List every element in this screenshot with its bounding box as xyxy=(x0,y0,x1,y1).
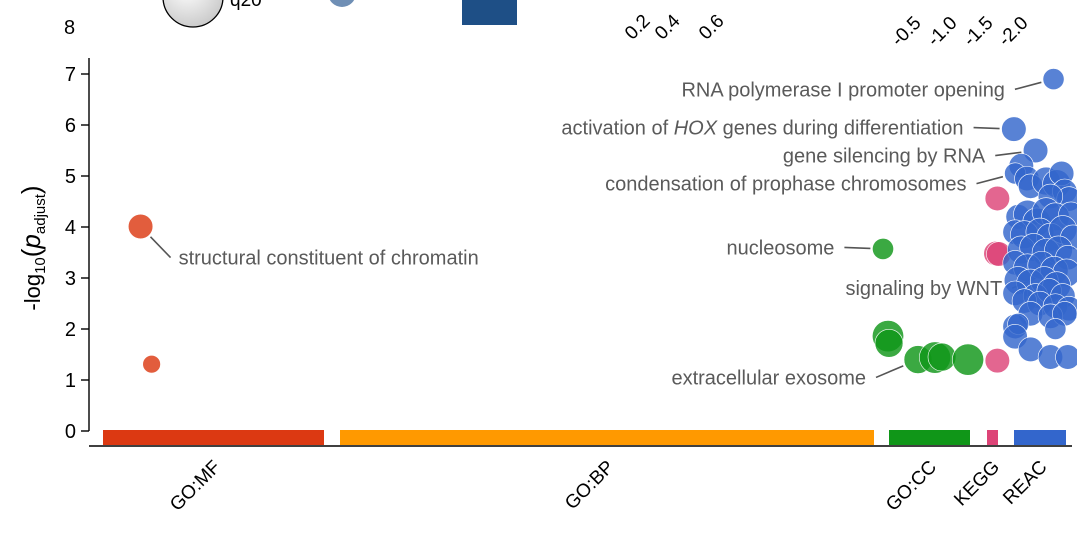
y-tick-label: 0 xyxy=(65,421,76,443)
legend-tick-label: -0.5 xyxy=(888,13,926,51)
y-tick-label: 4 xyxy=(65,217,76,239)
y-axis-label: -log10(padjust) xyxy=(16,185,49,310)
legend-size-label: q20 xyxy=(230,0,262,11)
annotation-line xyxy=(995,151,1022,157)
legend-color-circle xyxy=(329,0,355,7)
source-bar-kegg xyxy=(987,430,998,445)
source-bar-reac xyxy=(1014,430,1066,445)
point-gocc xyxy=(874,328,904,358)
y-tick-label: 6 xyxy=(65,115,76,137)
point-gocc xyxy=(872,238,894,260)
annotation-line xyxy=(1014,81,1042,91)
annotation-label: gene silencing by RNA xyxy=(783,146,986,168)
point-reac xyxy=(1055,344,1077,370)
y-tick-label: 5 xyxy=(65,166,76,188)
source-label-kegg: KEGG xyxy=(950,457,1004,511)
annotation-label: extracellular exosome xyxy=(671,367,866,389)
annotation-label: nucleosome xyxy=(727,237,835,259)
annotation-label: activation of HOX genes during different… xyxy=(561,118,963,140)
source-bar-gocc xyxy=(889,430,970,445)
annotation-label: RNA polymerase I promoter opening xyxy=(681,79,1005,101)
y-axis: 0 1 2 3 4 5 6 7 -log10(padjust) xyxy=(16,58,90,443)
point-reac xyxy=(1044,318,1067,340)
svg-text:-log10(padjust): -log10(padjust) xyxy=(16,185,49,310)
source-label-gocc: GO:CC xyxy=(882,457,941,516)
annotation-label: structural constituent of chromatin xyxy=(179,248,479,270)
point-kegg xyxy=(984,348,1010,374)
legend-tick-label: 0.6 xyxy=(695,11,729,45)
source-label-gomf: GO:MF xyxy=(166,457,225,516)
point-reac xyxy=(1001,116,1027,142)
legend-tick-label: -2.0 xyxy=(995,13,1033,51)
source-bar-gomf xyxy=(103,430,324,445)
legend-size-circle xyxy=(162,0,224,28)
annotation-label: condensation of prophase chromosomes xyxy=(605,174,966,196)
y-tick-label: 2 xyxy=(65,319,76,341)
source-bars xyxy=(103,430,1066,445)
annotation-line xyxy=(149,236,172,259)
legend-tick-label: -1.0 xyxy=(924,13,962,51)
legend-tick-label: 0.4 xyxy=(651,10,685,44)
legend-fragment: 8 q20 0.20.4 0.6 -0.5-1.0-1.5-2.0 xyxy=(64,0,1033,51)
point-gocc xyxy=(951,343,984,376)
legend-colorbar xyxy=(462,0,517,25)
legend-tick-label: -1.5 xyxy=(960,13,998,51)
point-kegg xyxy=(984,185,1010,212)
y-tick-label: 7 xyxy=(65,64,76,86)
annotation-label: signaling by WNT xyxy=(845,278,1002,300)
point-gomf xyxy=(142,354,161,374)
annotation-line xyxy=(973,126,1000,130)
source-label-gobp: GO:BP xyxy=(561,457,618,514)
annotation-labels: structural constituent of chromatin nucle… xyxy=(179,79,1005,389)
annotation-line xyxy=(976,175,1004,185)
legend-top-label: 8 xyxy=(64,17,75,39)
annotation-line xyxy=(875,365,904,379)
legend-tick-label: 0.2 xyxy=(621,11,655,45)
y-tick-label: 1 xyxy=(65,370,76,392)
source-bar-gobp xyxy=(340,430,874,445)
point-gocc xyxy=(927,342,957,372)
annotation-line xyxy=(844,246,871,250)
data-points xyxy=(127,68,1077,376)
point-gomf xyxy=(127,213,154,240)
source-label-reac: REAC xyxy=(999,457,1051,509)
point-reac xyxy=(1042,68,1065,91)
y-tick-label: 3 xyxy=(65,268,76,290)
